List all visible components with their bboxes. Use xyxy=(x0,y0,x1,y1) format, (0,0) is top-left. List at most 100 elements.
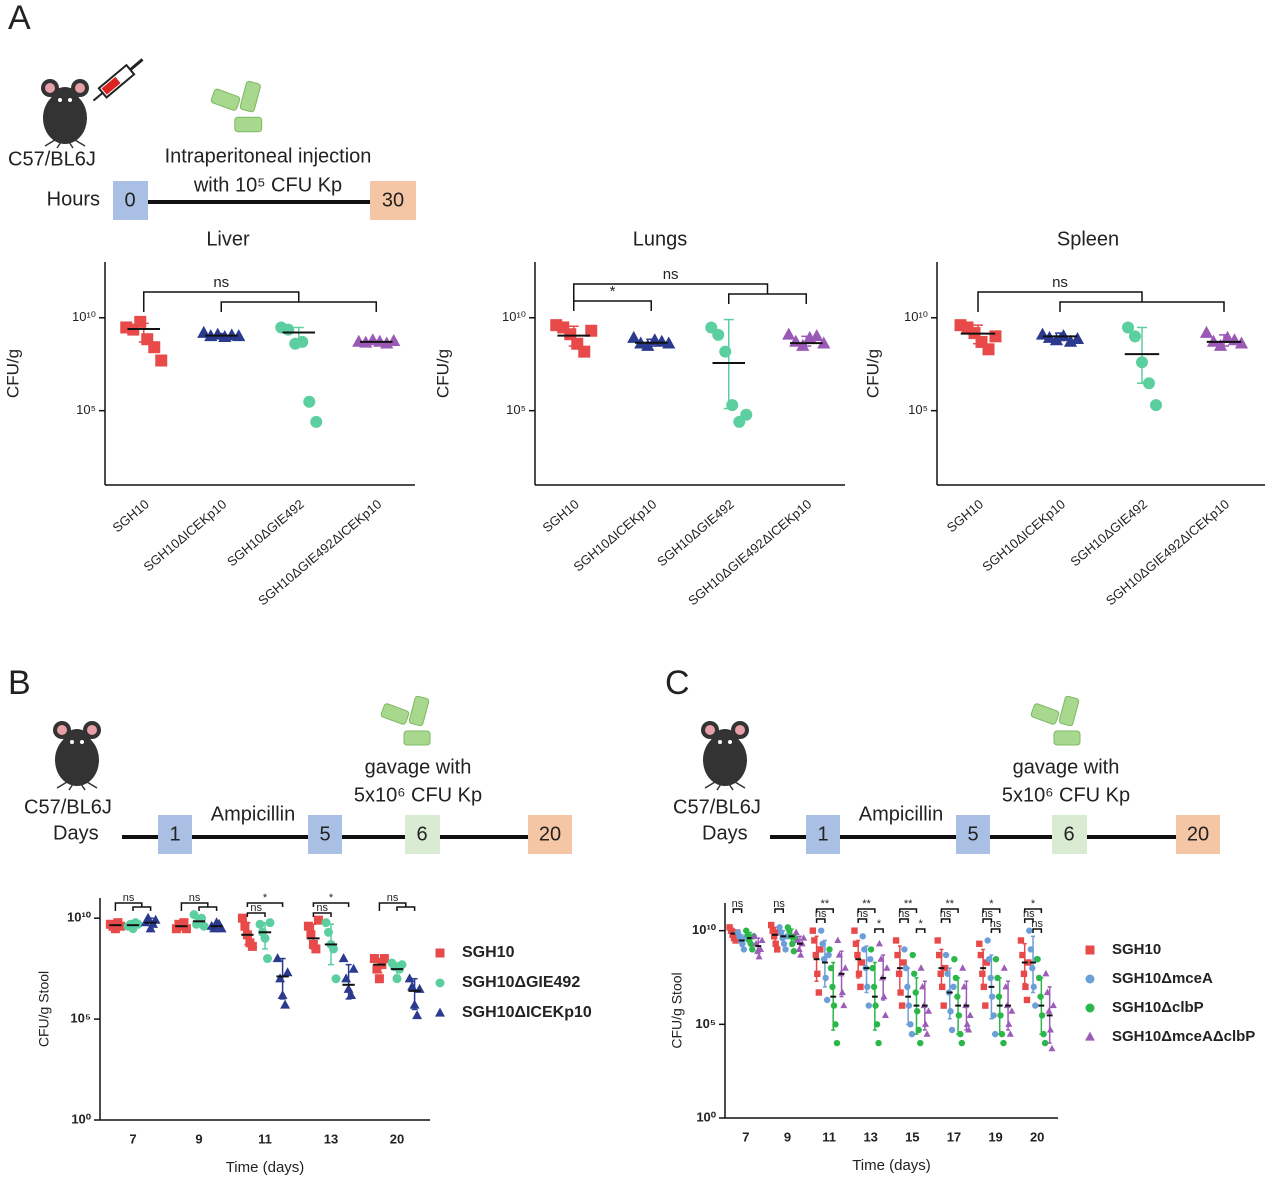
data-point xyxy=(303,395,316,408)
data-point xyxy=(232,329,246,342)
time-box xyxy=(1176,815,1220,854)
data-point xyxy=(869,964,876,972)
bracket xyxy=(815,908,834,913)
data-point xyxy=(1037,993,1044,1000)
data-point xyxy=(797,951,805,958)
data-point xyxy=(272,953,283,963)
y-tick-label: 10¹⁰ xyxy=(904,309,928,324)
data-point xyxy=(1002,983,1010,990)
x-tick-label: 13 xyxy=(863,1129,877,1144)
mouse-icon xyxy=(700,720,750,791)
bracket xyxy=(1023,918,1034,923)
data-point xyxy=(1234,336,1249,349)
data-point xyxy=(792,928,800,936)
data-point xyxy=(796,338,810,351)
data-point xyxy=(786,927,793,934)
data-point xyxy=(1026,927,1033,934)
data-point xyxy=(712,328,725,341)
significance-label: ** xyxy=(821,898,830,910)
data-point xyxy=(979,970,986,977)
data-point xyxy=(820,955,828,963)
data-point xyxy=(313,915,323,925)
legend-label: SGH10ΔGIE492 xyxy=(462,974,580,991)
data-point xyxy=(951,955,958,963)
significance-label: ns xyxy=(857,908,869,920)
bracket xyxy=(915,928,926,933)
bracket xyxy=(815,918,826,923)
data-point xyxy=(739,940,746,947)
data-point xyxy=(936,951,943,959)
data-point xyxy=(1206,334,1221,347)
time-box xyxy=(806,815,840,854)
bracket xyxy=(396,906,416,911)
data-point xyxy=(749,946,756,953)
legend-label: SGH10ΔmceAΔclbP xyxy=(1112,1028,1255,1045)
data-point xyxy=(1019,951,1026,959)
data-point xyxy=(841,964,849,971)
data-point xyxy=(1049,1001,1057,1009)
data-point xyxy=(143,912,154,922)
y-axis-label: CFU/g xyxy=(3,349,22,398)
legend-marker xyxy=(1085,945,1095,955)
data-point xyxy=(115,921,125,931)
data-point xyxy=(772,940,779,947)
bracket xyxy=(312,912,332,917)
bracket xyxy=(312,902,350,907)
data-point xyxy=(817,336,831,349)
x-tick-label: 9 xyxy=(784,1129,791,1144)
bracket xyxy=(940,908,959,913)
data-point xyxy=(578,345,591,358)
data-point xyxy=(823,996,831,1004)
data-point xyxy=(939,983,946,991)
data-point xyxy=(321,918,331,928)
bacteria-icon xyxy=(1030,695,1081,746)
bracket xyxy=(857,918,868,923)
significance-label: ns xyxy=(815,908,827,920)
data-point xyxy=(955,1012,963,1019)
data-point xyxy=(346,989,357,999)
data-point xyxy=(150,914,161,924)
data-point xyxy=(397,960,407,970)
bracket xyxy=(246,912,266,917)
legend-label: SGH10 xyxy=(1112,941,1161,958)
data-point xyxy=(324,927,333,937)
legend-marker xyxy=(435,1007,445,1017)
data-point xyxy=(379,954,389,964)
legend-marker xyxy=(1085,1031,1095,1041)
time-unit: Hours xyxy=(47,188,100,210)
data-point xyxy=(303,921,313,931)
data-point xyxy=(1032,1002,1039,1009)
time-point: 20 xyxy=(1187,823,1209,845)
significance-label: ns xyxy=(250,902,262,914)
data-point xyxy=(942,964,949,972)
significance-label: ns xyxy=(898,908,910,920)
y-axis-label: CFU/g Stool xyxy=(669,972,685,1048)
data-point xyxy=(790,948,798,955)
y-tick-label: 10¹⁰ xyxy=(67,910,92,925)
significance-label: ns xyxy=(981,908,993,920)
y-tick-label: 10¹⁰ xyxy=(72,309,96,324)
data-point xyxy=(1045,1007,1053,1014)
data-point xyxy=(991,1030,999,1038)
data-point xyxy=(966,1011,974,1018)
data-point xyxy=(809,927,817,934)
x-axis-label: Time (days) xyxy=(852,1157,931,1174)
data-point xyxy=(110,924,120,934)
bracket xyxy=(143,291,300,312)
data-point xyxy=(922,1020,930,1027)
data-point xyxy=(216,923,227,933)
data-point xyxy=(1008,1007,1016,1014)
data-point xyxy=(835,951,843,958)
y-tick-label: 10⁵ xyxy=(76,402,96,417)
data-point xyxy=(944,970,951,977)
x-tick-label: SGH10ΔGIE492ΔICEKp10 xyxy=(685,496,814,608)
legend-marker xyxy=(435,948,445,958)
data-point xyxy=(923,1030,931,1037)
data-point xyxy=(1023,996,1031,1004)
x-tick-label: SGH10ΔICEKp10 xyxy=(141,496,230,574)
bracket xyxy=(874,928,884,933)
data-point xyxy=(306,930,316,940)
chart-title: Spleen xyxy=(1057,228,1119,250)
y-tick-label: 10⁰ xyxy=(696,1109,716,1124)
